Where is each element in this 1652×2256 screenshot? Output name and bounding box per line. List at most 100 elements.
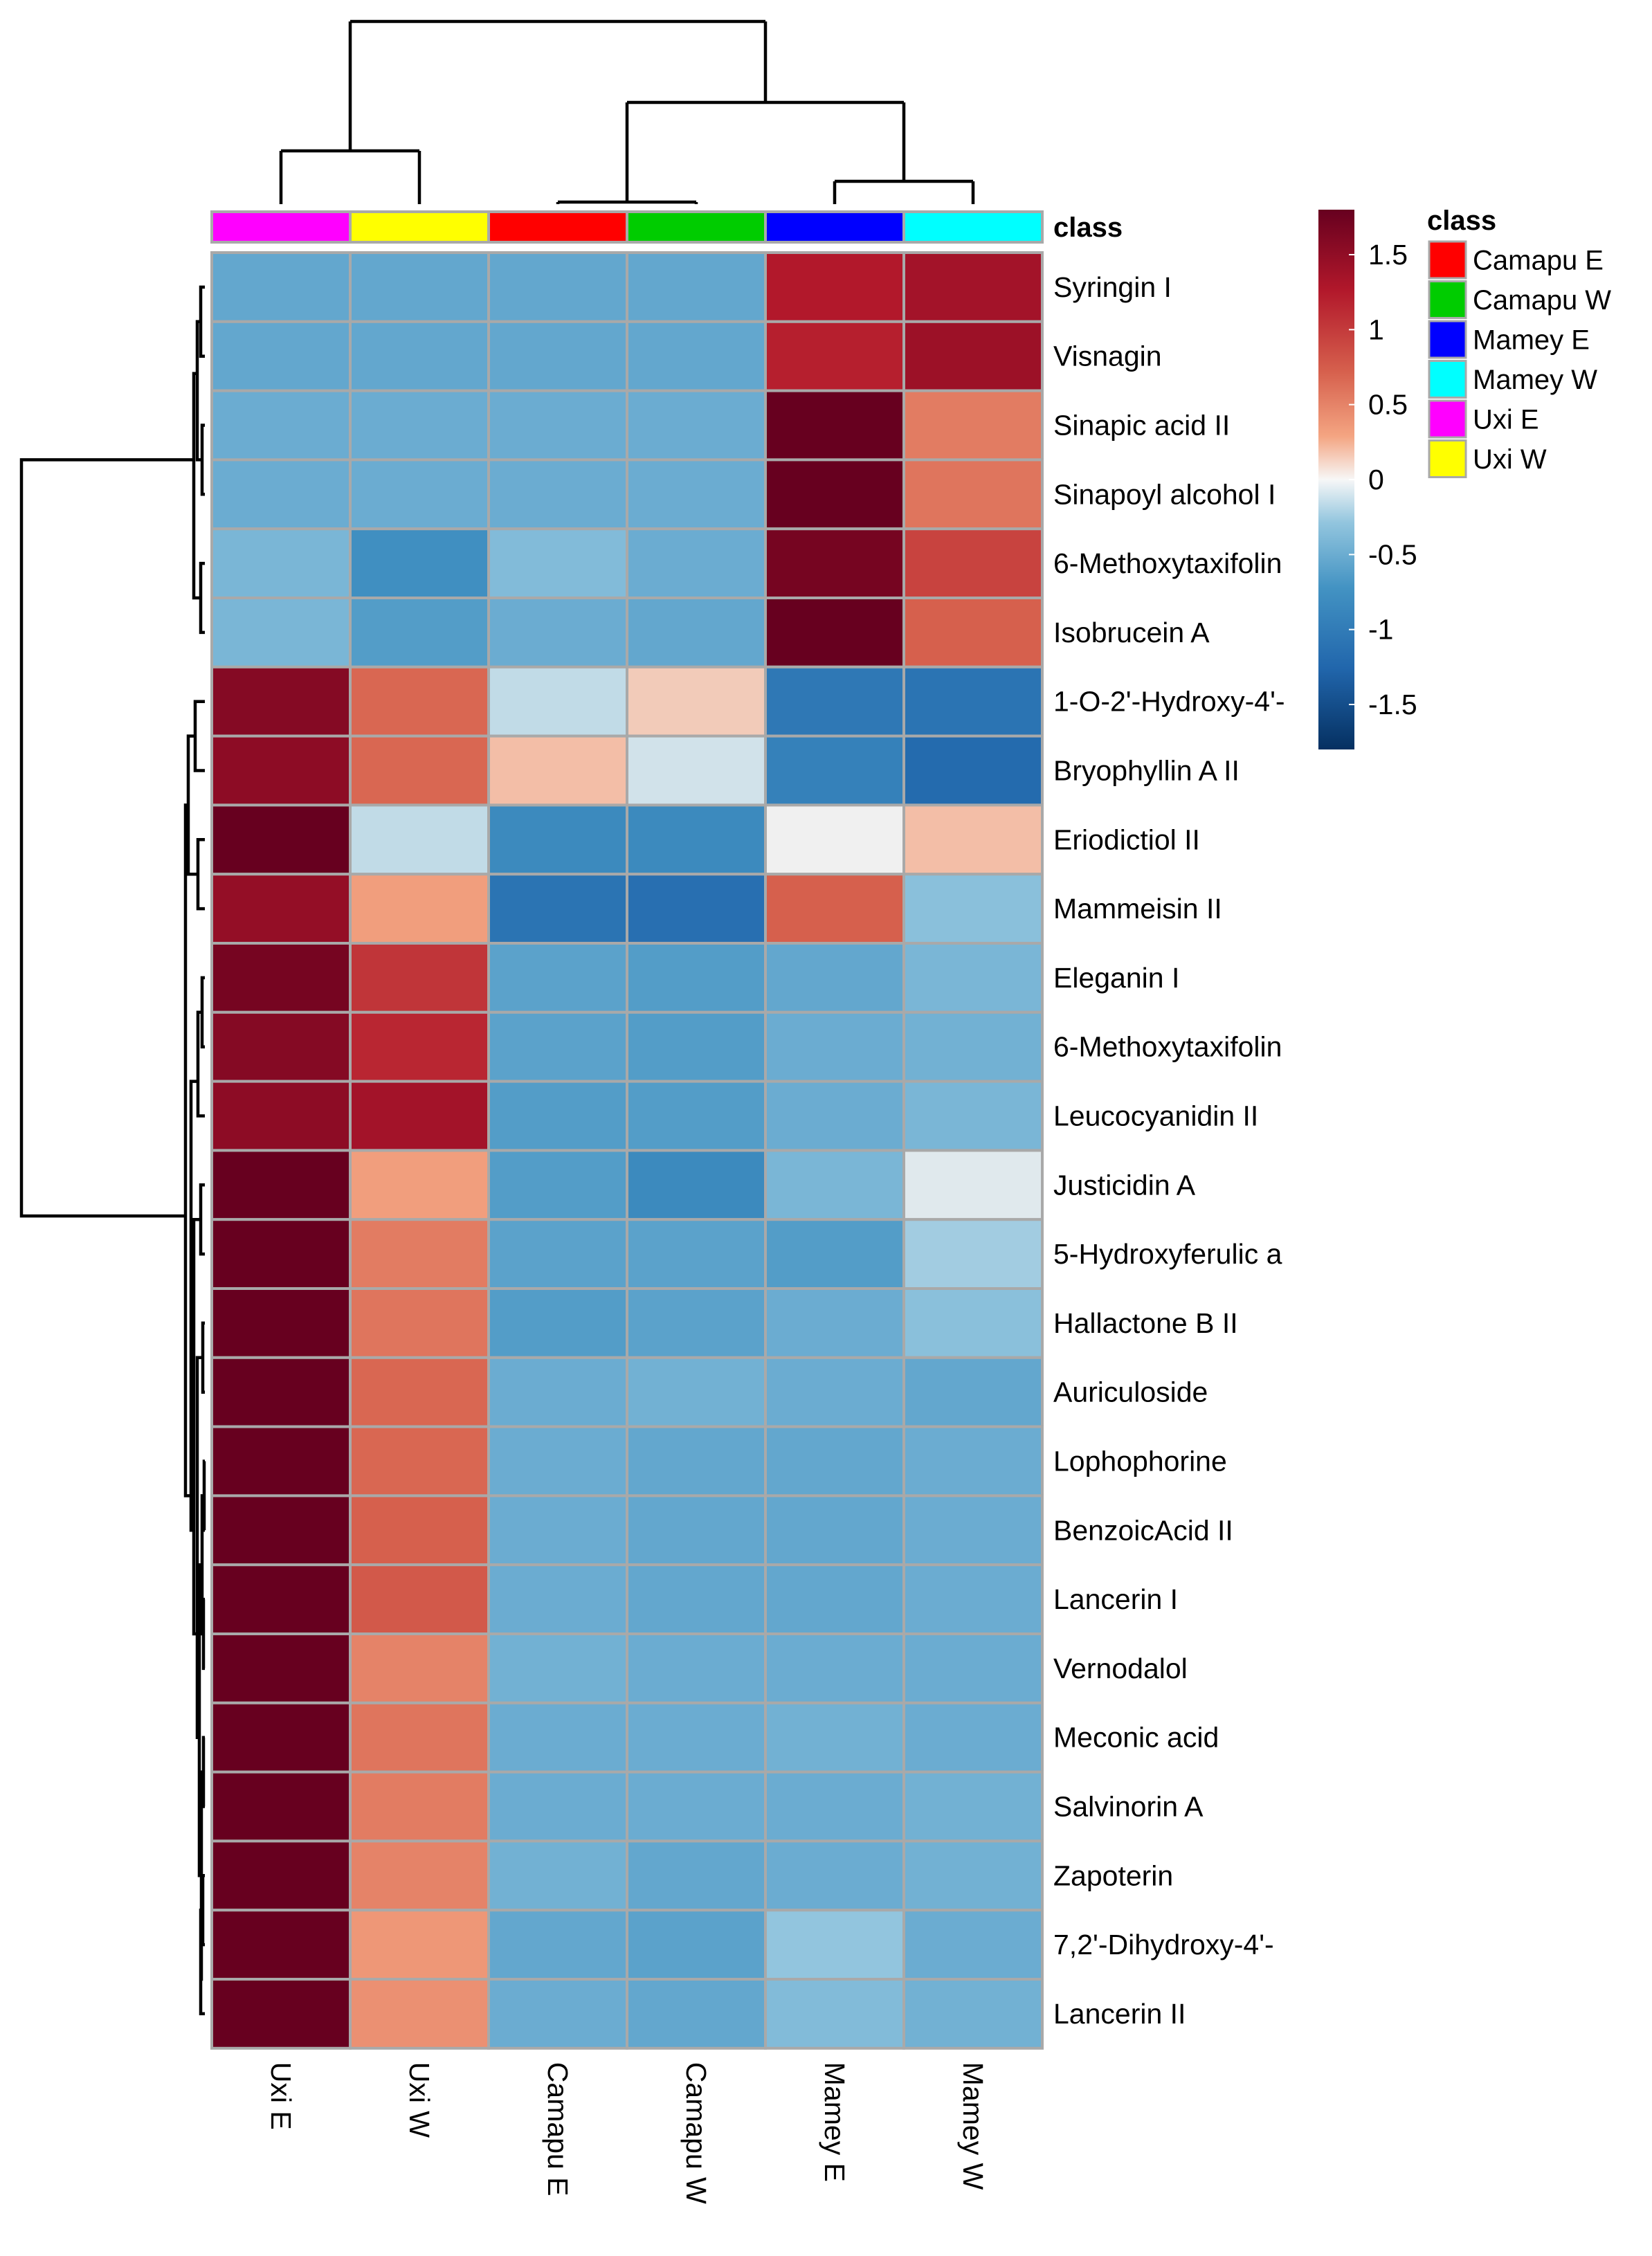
heatmap-cell xyxy=(210,251,352,323)
heatmap-cell xyxy=(902,251,1044,323)
class-legend-swatch xyxy=(1428,360,1467,399)
heatmap-cell xyxy=(764,1701,905,1774)
row-label: Lancerin II xyxy=(1053,1998,1186,2030)
heatmap-cell xyxy=(626,665,767,738)
heatmap-cell xyxy=(210,942,352,1014)
heatmap-cell xyxy=(210,320,352,392)
heatmap-cell xyxy=(626,1494,767,1567)
heatmap-cell xyxy=(902,1978,1044,2050)
heatmap-cell xyxy=(210,1149,352,1221)
heatmap-cell xyxy=(764,251,905,323)
heatmap-cell xyxy=(487,734,628,807)
row-label: Eleganin I xyxy=(1053,962,1179,994)
dendrogram-branch xyxy=(195,1356,203,1739)
heatmap-cell xyxy=(764,1149,905,1221)
heatmap-cell xyxy=(210,1010,352,1083)
heatmap-cell xyxy=(902,597,1044,668)
heatmap-cell xyxy=(349,1770,490,1843)
row-labels: Syringin I Visnagin Sinapic acid II Sinapoy… xyxy=(1053,271,1285,2030)
heatmap-cell xyxy=(902,665,1044,738)
heatmap-cells xyxy=(210,251,1044,2050)
heatmap-cell xyxy=(626,803,767,876)
heatmap-cell xyxy=(487,1218,628,1290)
row-label: Vernodalol xyxy=(1053,1653,1188,1684)
heatmap-cell xyxy=(487,597,628,668)
heatmap-cell xyxy=(764,1770,905,1843)
class-legend-swatch xyxy=(1428,320,1467,359)
heatmap-cell xyxy=(349,320,490,392)
row-label: Meconic acid xyxy=(1053,1722,1219,1754)
heatmap-cell xyxy=(764,1356,905,1428)
heatmap-cell xyxy=(902,320,1044,392)
row-label: Mammeisin II xyxy=(1053,893,1222,925)
class-bar-cell xyxy=(902,210,1044,244)
row-label: 6-Methoxytaxifolin xyxy=(1053,1031,1282,1063)
heatmap-cell xyxy=(487,1563,628,1635)
heatmap-cell xyxy=(902,1218,1044,1290)
heatmap-cell xyxy=(902,527,1044,600)
heatmap-cell xyxy=(764,1563,905,1635)
heatmap-cell xyxy=(349,1425,490,1498)
heatmap-cell xyxy=(210,1770,352,1843)
heatmap-cell xyxy=(902,1494,1044,1567)
heatmap-cell xyxy=(210,458,352,531)
heatmap-cell xyxy=(902,942,1044,1014)
dendrogram-branch xyxy=(201,1597,206,1671)
heatmap-cell xyxy=(349,1010,490,1083)
heatmap-cell xyxy=(487,665,628,738)
heatmap-cell xyxy=(902,1701,1044,1774)
heatmap-cell xyxy=(764,1010,905,1083)
row-label: Hallactone B II xyxy=(1053,1307,1238,1339)
color-scale-bar xyxy=(1318,210,1354,749)
column-label: Mamey E xyxy=(819,2062,851,2182)
heatmap-cell xyxy=(626,251,767,323)
color-scale-tick-label: 1 xyxy=(1368,313,1384,345)
heatmap-cell xyxy=(487,1287,628,1359)
heatmap-cell xyxy=(764,458,905,531)
class-legend-label: Uxi E xyxy=(1473,405,1539,435)
dendrogram-branch xyxy=(19,458,194,1218)
heatmap-cell xyxy=(210,803,352,876)
heatmap-cell xyxy=(487,389,628,462)
heatmap-cell xyxy=(210,1909,352,1981)
row-label: Justicidin A xyxy=(1053,1169,1196,1201)
heatmap-cell xyxy=(626,1425,767,1498)
color-scale-tick-label: 0 xyxy=(1368,464,1384,495)
column-label: Mamey W xyxy=(957,2062,989,2190)
row-label: Bryophyllin A II xyxy=(1053,755,1240,787)
heatmap-cell xyxy=(902,1010,1044,1083)
dendrogram-branch xyxy=(201,1321,205,1394)
row-label: 6-Methoxytaxifolin xyxy=(1053,547,1282,579)
heatmap-cell xyxy=(764,1909,905,1981)
class-bar-cell xyxy=(626,210,767,244)
class-legend-title: class xyxy=(1427,206,1496,236)
dendrogram-branch xyxy=(189,1080,198,1532)
heatmap-cell xyxy=(626,1010,767,1083)
heatmap-cell xyxy=(626,1909,767,1981)
heatmap-cell xyxy=(210,1701,352,1774)
heatmap-cell xyxy=(349,734,490,807)
heatmap-cell xyxy=(902,734,1044,807)
color-scale-tick-label: -1 xyxy=(1368,614,1393,646)
column-label: Uxi W xyxy=(403,2062,435,2138)
heatmap-cell xyxy=(210,734,352,807)
heatmap-cell xyxy=(764,734,905,807)
dendrogram-branch xyxy=(192,1217,201,1636)
heatmap-cell xyxy=(210,527,352,600)
class-bar-cell xyxy=(210,210,352,244)
row-label: Sinapic acid II xyxy=(1053,410,1230,442)
heatmap-cell xyxy=(210,389,352,462)
heatmap-cell xyxy=(487,1494,628,1567)
heatmap-cell xyxy=(487,803,628,876)
dendrogram-branch xyxy=(201,1736,206,1808)
dendrogram-branch xyxy=(201,1874,205,1947)
heatmap-cell xyxy=(764,1218,905,1290)
heatmap-cell xyxy=(487,527,628,600)
row-label: BenzoicAcid II xyxy=(1053,1514,1233,1546)
class-legend-label: Camapu E xyxy=(1473,246,1604,276)
class-legend-swatch xyxy=(1428,240,1467,280)
class-legend-swatch xyxy=(1428,280,1467,319)
heatmap-cell xyxy=(487,1425,628,1498)
heatmap-cell xyxy=(764,1632,905,1704)
